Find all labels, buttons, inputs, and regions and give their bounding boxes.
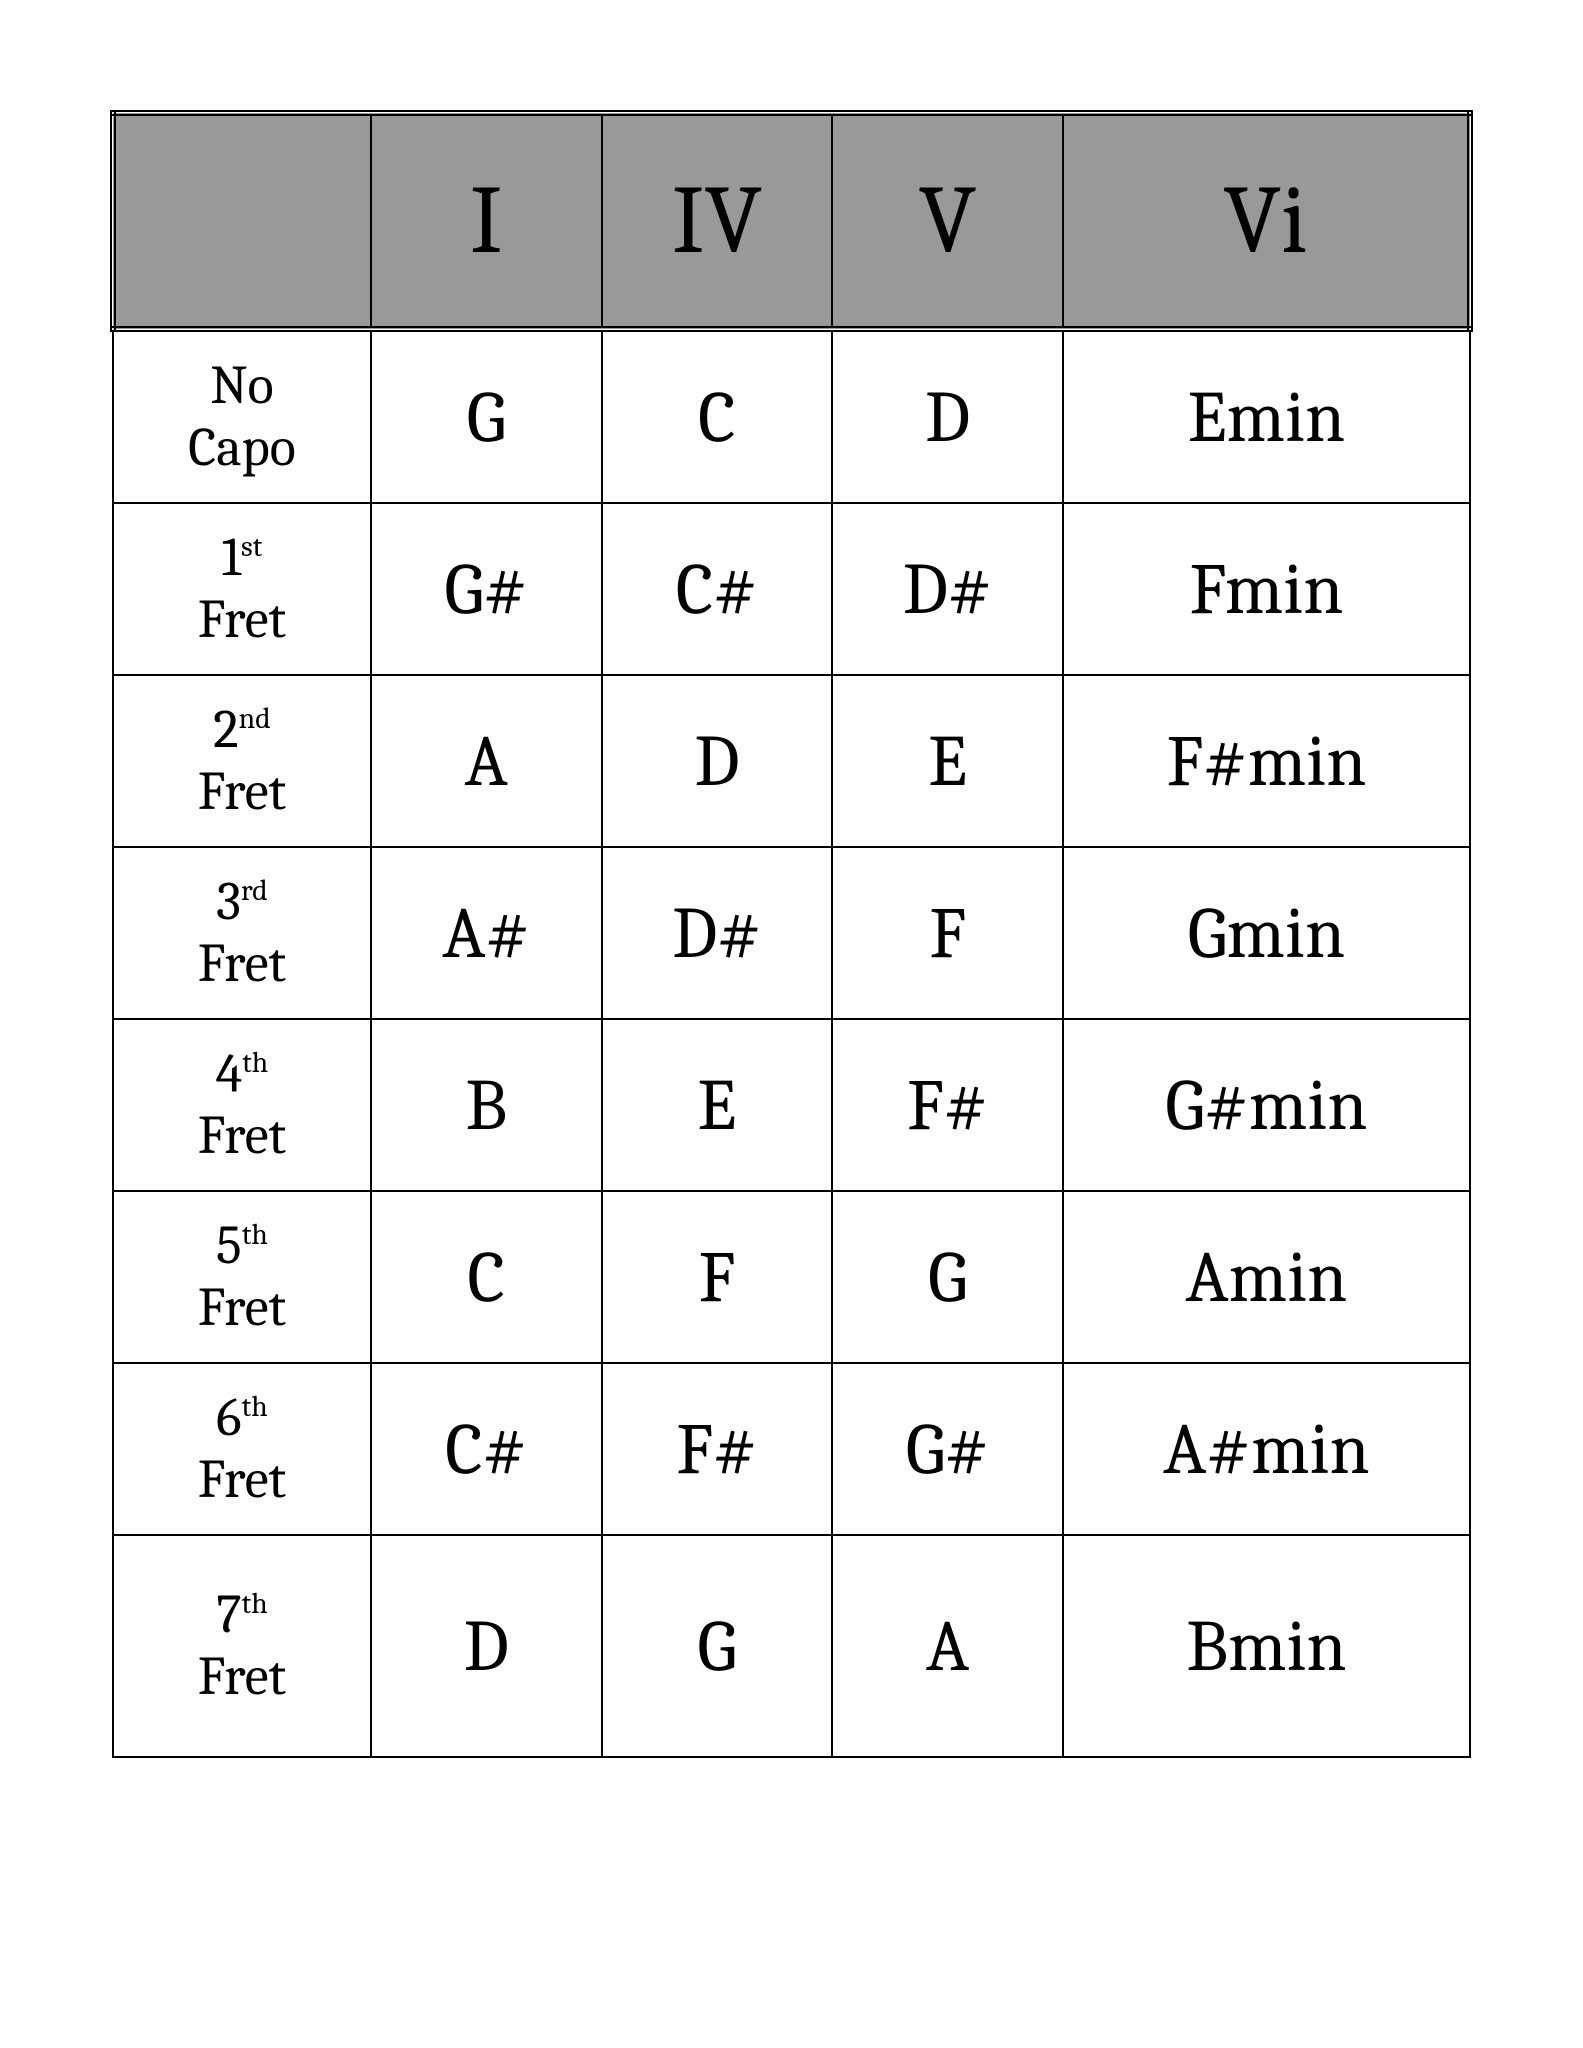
header-blank xyxy=(113,113,371,329)
cell-chord: Emin xyxy=(1063,329,1470,503)
cell-chord: A xyxy=(832,1535,1063,1757)
cell-chord: F# xyxy=(602,1363,833,1535)
cell-chord: G# xyxy=(832,1363,1063,1535)
row-label: 5th Fret xyxy=(113,1191,371,1363)
table-row: 3rd Fret A# D# F Gmin xyxy=(113,847,1470,1019)
header-col-vi: Vi xyxy=(1063,113,1470,329)
cell-chord: D# xyxy=(832,503,1063,675)
row-label-top: 3 xyxy=(216,870,241,933)
cell-chord: A#min xyxy=(1063,1363,1470,1535)
cell-chord: C xyxy=(602,329,833,503)
row-label: 1st Fret xyxy=(113,503,371,675)
cell-chord: F#min xyxy=(1063,675,1470,847)
cell-chord: D xyxy=(371,1535,602,1757)
table-header: I IV V Vi xyxy=(113,113,1470,329)
row-label-bottom: Fret xyxy=(114,1646,370,1708)
cell-chord: G xyxy=(832,1191,1063,1363)
row-label: 7th Fret xyxy=(113,1535,371,1757)
row-label-bottom: Fret xyxy=(114,1105,370,1167)
cell-chord: D xyxy=(602,675,833,847)
row-label-top: No xyxy=(210,354,273,417)
cell-chord: G# xyxy=(371,503,602,675)
row-label: 4th Fret xyxy=(113,1019,371,1191)
row-label: No Capo xyxy=(113,329,371,503)
table-row: 4th Fret B E F# G#min xyxy=(113,1019,1470,1191)
row-label-bottom: Fret xyxy=(114,761,370,823)
table-body: No Capo G C D Emin 1st Fret G# C# D# Fmi… xyxy=(113,329,1470,1757)
cell-chord: Bmin xyxy=(1063,1535,1470,1757)
cell-chord: Fmin xyxy=(1063,503,1470,675)
row-label: 2nd Fret xyxy=(113,675,371,847)
cell-chord: C xyxy=(371,1191,602,1363)
row-label-top: 2 xyxy=(213,698,239,761)
row-label: 6th Fret xyxy=(113,1363,371,1535)
row-label-bottom: Fret xyxy=(114,1277,370,1339)
table-row: No Capo G C D Emin xyxy=(113,329,1470,503)
cell-chord: G#min xyxy=(1063,1019,1470,1191)
cell-chord: G xyxy=(602,1535,833,1757)
table-row: 2nd Fret A D E F#min xyxy=(113,675,1470,847)
cell-chord: G xyxy=(371,329,602,503)
row-label-sup: th xyxy=(242,1390,268,1424)
cell-chord: A xyxy=(371,675,602,847)
cell-chord: Amin xyxy=(1063,1191,1470,1363)
cell-chord: F# xyxy=(832,1019,1063,1191)
row-label-sup: th xyxy=(242,1218,268,1252)
row-label-top: 7 xyxy=(216,1583,241,1646)
cell-chord: B xyxy=(371,1019,602,1191)
cell-chord: F xyxy=(602,1191,833,1363)
row-label-bottom: Fret xyxy=(114,1449,370,1511)
row-label-top: 4 xyxy=(216,1042,243,1105)
table-row: 6th Fret C# F# G# A#min xyxy=(113,1363,1470,1535)
header-row: I IV V Vi xyxy=(113,113,1470,329)
cell-chord: C# xyxy=(371,1363,602,1535)
header-col-iv: IV xyxy=(602,113,833,329)
row-label-bottom: Fret xyxy=(114,589,370,651)
table-row: 1st Fret G# C# D# Fmin xyxy=(113,503,1470,675)
cell-chord: C# xyxy=(602,503,833,675)
cell-chord: E xyxy=(602,1019,833,1191)
row-label-sup: rd xyxy=(241,874,268,908)
cell-chord: F xyxy=(832,847,1063,1019)
table-row: 7th Fret D G A Bmin xyxy=(113,1535,1470,1757)
row-label-sup: th xyxy=(242,1587,268,1621)
row-label-sup: th xyxy=(242,1046,268,1080)
row-label-top: 1 xyxy=(221,526,241,589)
row-label-bottom: Fret xyxy=(114,933,370,995)
header-col-i: I xyxy=(371,113,602,329)
cell-chord: A# xyxy=(371,847,602,1019)
chord-transposition-table: I IV V Vi No Capo G C D Emin 1st Fret xyxy=(110,110,1473,1758)
row-label-bottom: Capo xyxy=(114,417,370,479)
header-col-v: V xyxy=(832,113,1063,329)
cell-chord: D xyxy=(832,329,1063,503)
cell-chord: E xyxy=(832,675,1063,847)
page: I IV V Vi No Capo G C D Emin 1st Fret xyxy=(0,0,1583,2048)
cell-chord: Gmin xyxy=(1063,847,1470,1019)
table-row: 5th Fret C F G Amin xyxy=(113,1191,1470,1363)
cell-chord: D# xyxy=(602,847,833,1019)
row-label-top: 5 xyxy=(216,1214,242,1277)
row-label-top: 6 xyxy=(216,1386,241,1449)
row-label-sup: st xyxy=(241,530,262,564)
row-label: 3rd Fret xyxy=(113,847,371,1019)
row-label-sup: nd xyxy=(239,702,271,736)
